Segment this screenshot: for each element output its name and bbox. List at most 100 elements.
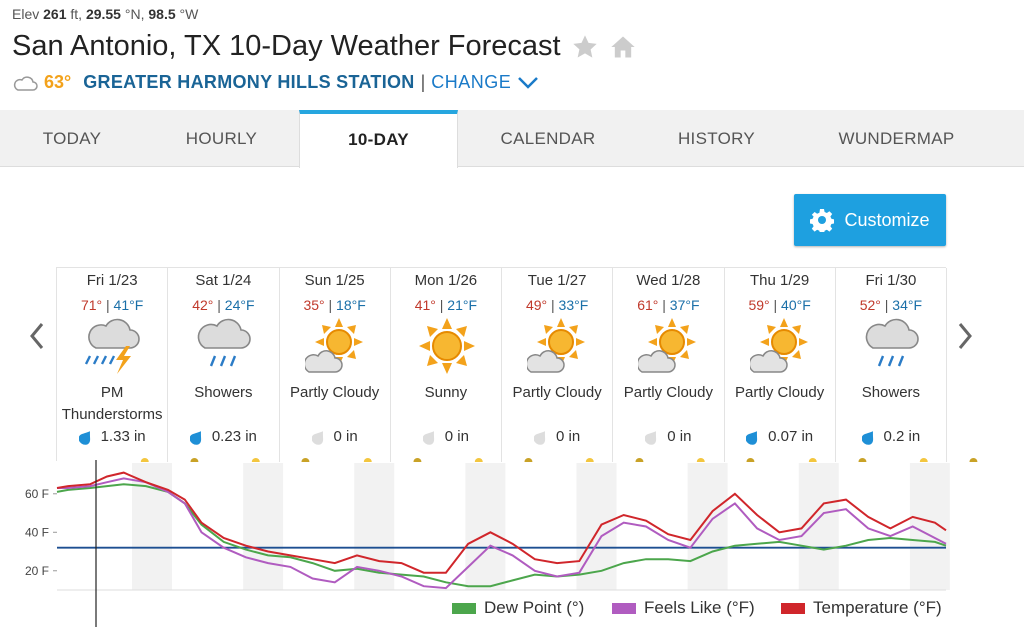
day-column[interactable]: Fri 1/23 71° | 41°F PM Thunderstorms 1.3… [57, 268, 199, 462]
legend-label: Dew Point (°) [484, 598, 585, 617]
day-column[interactable]: Wed 1/28 61° | 37°F Partly Cloudy 0 in [613, 268, 755, 462]
raindrop-icon [189, 430, 201, 445]
previous-arrow-icon[interactable] [26, 318, 48, 354]
change-station-link[interactable]: CHANGE [431, 72, 512, 92]
precip-amount: 0.07 in [768, 428, 814, 445]
day-date: Wed 1/28 [636, 272, 701, 289]
day-high: 59° [748, 297, 770, 313]
page-title: San Antonio, TX 10-Day Weather Forecast [12, 30, 561, 62]
day-high: 52° [859, 297, 881, 313]
day-precipitation: 0 in [502, 428, 612, 445]
day-high: 61° [637, 297, 659, 313]
legend-swatch [452, 602, 476, 614]
longitude-value: 98.5 [148, 6, 176, 22]
customize-button[interactable]: Customize [794, 194, 946, 246]
precip-amount: 0.2 in [883, 428, 921, 445]
raindrop-icon [746, 430, 758, 445]
series-line-feels-like [57, 477, 947, 590]
day-low: 37°F [669, 297, 700, 313]
sun-moon-icons [252, 458, 310, 462]
tab-hourly[interactable]: HOURLY [185, 129, 258, 148]
current-temperature: 63° [44, 72, 72, 92]
day-column[interactable]: Fri 1/30 52° | 34°F Showers 0.2 in [836, 268, 978, 462]
day-column[interactable]: Sun 1/25 35° | 18°F Partly Cloudy 0 in [280, 268, 422, 462]
legend-dew-point[interactable]: Dew Point (°) [452, 598, 584, 618]
hi-lo-divider: | [884, 297, 889, 313]
home-icon[interactable] [609, 33, 637, 61]
day-forecast-strip: Fri 1/23 71° | 41°F PM Thunderstorms 1.3… [56, 267, 978, 462]
customize-label: Customize [844, 209, 930, 230]
night-band [465, 463, 506, 590]
sun-moon-icons [697, 458, 755, 462]
elevation-value: 261 [43, 6, 67, 22]
day-hi-lo: 59° | 40°F [725, 297, 835, 313]
day-condition: Partly Cloudy [512, 384, 602, 401]
series-line-temperature [56, 471, 947, 574]
next-arrow-icon[interactable] [954, 318, 976, 354]
day-column[interactable]: Thu 1/29 59° | 40°F Partly Cloudy 0.07 i… [725, 268, 867, 462]
precip-amount: 0 in [556, 428, 581, 445]
day-precipitation: 1.33 in [57, 428, 167, 445]
partly-cloudy-icon [527, 318, 585, 373]
raindrop-icon [78, 430, 90, 445]
day-precipitation: 0 in [280, 428, 390, 445]
precip-amount: 0 in [667, 428, 692, 445]
day-precipitation: 0.2 in [836, 428, 946, 445]
elevation-label: Elev [12, 6, 40, 22]
precip-amount: 0 in [333, 428, 358, 445]
day-date: Sun 1/25 [304, 272, 365, 289]
sun-moon-icons [919, 458, 978, 462]
day-column[interactable]: Sat 1/24 42° | 24°F Showers 0.23 in [168, 268, 310, 462]
legend-label: Temperature (°F) [813, 598, 942, 617]
day-date: Tue 1/27 [527, 272, 587, 289]
day-high: 41° [414, 297, 436, 313]
sun-moon-icons [585, 458, 644, 462]
legend-label: Feels Like (°F) [644, 598, 755, 617]
day-date: Mon 1/26 [414, 272, 478, 289]
tab-today[interactable]: TODAY [42, 129, 102, 148]
legend-temperature[interactable]: Temperature (°F) [781, 598, 942, 618]
sun-moon-icons [363, 458, 422, 462]
day-low: 40°F [781, 297, 811, 313]
sun-moon-icons [808, 458, 867, 462]
rain-icon [197, 318, 252, 367]
day-hi-lo: 61° | 37°F [613, 297, 723, 313]
temperature-chart[interactable]: 60 F 40 F 20 F [0, 460, 1024, 627]
tab-wundermap[interactable]: WUNDERMAP [838, 129, 955, 148]
hi-lo-divider: | [439, 297, 444, 313]
day-column[interactable]: Tue 1/27 49° | 33°F Partly Cloudy 0 in [502, 268, 644, 462]
star-icon[interactable] [571, 33, 599, 61]
day-high: 71° [80, 297, 103, 313]
precip-amount: 0 in [444, 428, 469, 445]
chevron-down-icon[interactable] [517, 76, 539, 90]
day-hi-lo: 42° | 24°F [168, 297, 278, 313]
raindrop-icon [861, 430, 873, 445]
hi-lo-divider: | [551, 297, 555, 313]
day-condition: Partly Cloudy [623, 384, 713, 401]
y-tick-label: 60 F [25, 487, 49, 501]
day-column[interactable]: Mon 1/26 41° | 21°F Sunny 0 in [391, 268, 533, 462]
day-date: Sat 1/24 [195, 272, 252, 289]
separator: | [420, 72, 426, 92]
station-row: 63° GREATER HARMONY HILLS STATION | CHAN… [12, 72, 539, 93]
day-low: 33°F [558, 297, 589, 313]
tab-history[interactable]: HISTORY [677, 129, 756, 148]
latitude-unit: °N, [124, 6, 145, 22]
raindrop-icon [534, 430, 546, 445]
legend-feels-like[interactable]: Feels Like (°F) [612, 598, 755, 618]
hi-lo-divider: | [217, 297, 221, 313]
day-precipitation: 0 in [391, 428, 501, 445]
y-tick-label: 20 F [25, 564, 49, 578]
tab-calendar[interactable]: CALENDAR [500, 129, 596, 148]
night-band [798, 463, 839, 590]
tab-10-day[interactable]: 10-DAY [299, 110, 458, 168]
station-name[interactable]: GREATER HARMONY HILLS STATION [83, 72, 415, 92]
day-high: 35° [303, 297, 325, 313]
day-precipitation: 0.07 in [725, 428, 835, 445]
day-hi-lo: 49° | 33°F [502, 297, 612, 313]
day-hi-lo: 41° | 21°F [391, 297, 501, 313]
day-condition: Partly Cloudy [290, 384, 380, 401]
day-date: Fri 1/23 [86, 272, 138, 289]
legend-swatch [612, 602, 636, 614]
longitude-unit: °W [179, 6, 199, 22]
